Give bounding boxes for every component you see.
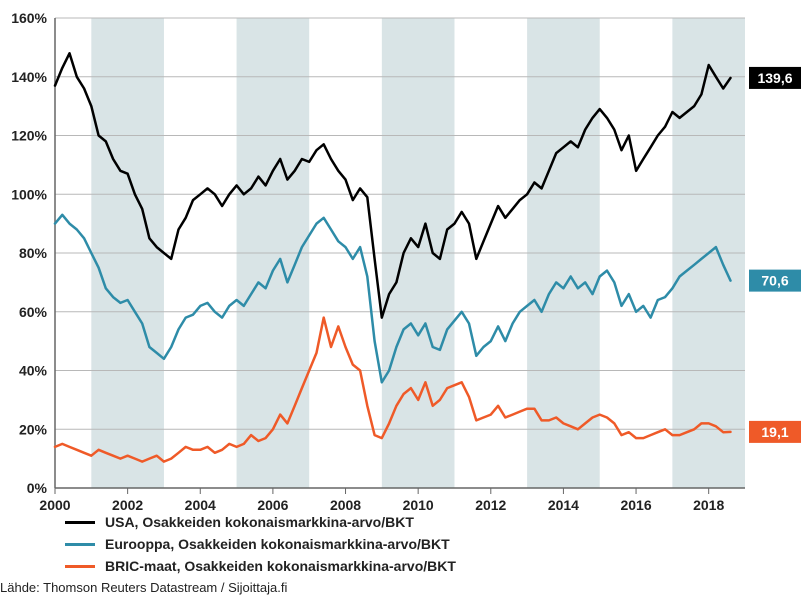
svg-text:20%: 20% xyxy=(19,421,48,437)
legend-swatch xyxy=(65,521,95,524)
svg-text:2012: 2012 xyxy=(475,497,506,513)
svg-text:2010: 2010 xyxy=(403,497,434,513)
legend-swatch xyxy=(65,543,95,546)
svg-text:160%: 160% xyxy=(11,10,47,26)
line-chart: 0% 20% 40% 60% 80% 100% 120% 140% 160% 2000 2002 20… xyxy=(0,0,808,600)
svg-text:140%: 140% xyxy=(11,69,47,85)
svg-text:80%: 80% xyxy=(19,245,48,261)
legend-swatch xyxy=(65,565,95,568)
legend-label: BRIC-maat, Osakkeiden kokonaismarkkina-a… xyxy=(105,558,456,574)
svg-text:2008: 2008 xyxy=(330,497,361,513)
legend-item: USA, Osakkeiden kokonaismarkkina-arvo/BK… xyxy=(65,512,456,532)
svg-text:19,1: 19,1 xyxy=(761,424,788,440)
svg-text:139,6: 139,6 xyxy=(757,70,792,86)
svg-text:2014: 2014 xyxy=(548,497,579,513)
source-attribution: Lähde: Thomson Reuters Datastream / Sijo… xyxy=(0,580,287,595)
legend-label: Eurooppa, Osakkeiden kokonaismarkkina-ar… xyxy=(105,536,450,552)
legend-label: USA, Osakkeiden kokonaismarkkina-arvo/BK… xyxy=(105,514,414,530)
svg-text:0%: 0% xyxy=(27,480,48,496)
svg-text:2018: 2018 xyxy=(693,497,724,513)
chart-container: 0% 20% 40% 60% 80% 100% 120% 140% 160% 2000 2002 20… xyxy=(0,0,808,600)
svg-text:2016: 2016 xyxy=(620,497,651,513)
svg-text:40%: 40% xyxy=(19,363,48,379)
svg-text:120%: 120% xyxy=(11,128,47,144)
svg-text:2004: 2004 xyxy=(185,497,216,513)
svg-text:2006: 2006 xyxy=(257,497,288,513)
legend: USA, Osakkeiden kokonaismarkkina-arvo/BK… xyxy=(65,512,456,578)
svg-text:2000: 2000 xyxy=(39,497,70,513)
svg-text:70,6: 70,6 xyxy=(761,273,788,289)
svg-text:100%: 100% xyxy=(11,186,47,202)
legend-item: Eurooppa, Osakkeiden kokonaismarkkina-ar… xyxy=(65,534,456,554)
legend-item: BRIC-maat, Osakkeiden kokonaismarkkina-a… xyxy=(65,556,456,576)
svg-text:2002: 2002 xyxy=(112,497,143,513)
svg-text:60%: 60% xyxy=(19,304,48,320)
